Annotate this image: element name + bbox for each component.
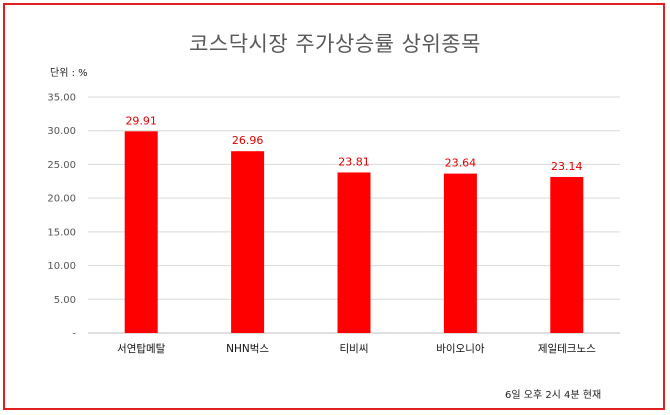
bar [337, 172, 371, 333]
data-label: 23.64 [445, 157, 477, 170]
y-tick-label: 20.00 [47, 194, 76, 205]
x-category-label: 바이오니아 [436, 343, 485, 355]
data-label: 23.81 [338, 155, 370, 168]
y-tick-label: 30.00 [47, 126, 76, 137]
bar [443, 173, 477, 333]
bar [231, 151, 265, 333]
y-tick-label: 10.00 [47, 261, 76, 272]
bar [124, 131, 158, 333]
data-label: 29.91 [125, 114, 157, 127]
x-category-label: 제일테크노스 [538, 342, 596, 355]
y-tick-label: 35.00 [47, 93, 76, 104]
chart-title: 코스닥시장 주가상승률 상위종목 [189, 32, 481, 56]
bar [550, 176, 584, 333]
x-category-label: 서연탑메탈 [117, 342, 166, 355]
y-tick-label: 5.00 [54, 295, 76, 306]
y-tick-label: 25.00 [47, 160, 76, 171]
timestamp-footnote: 6일 오후 2시 4분 현재 [505, 390, 602, 401]
x-category-label: 티비씨 [340, 343, 369, 355]
y-tick-label: - [72, 329, 76, 340]
data-label: 26.96 [232, 134, 264, 147]
x-category-label: NHN벅스 [226, 343, 269, 355]
data-label: 23.14 [551, 160, 583, 173]
unit-label: 단위 : % [50, 68, 88, 79]
y-tick-label: 15.00 [47, 227, 76, 238]
